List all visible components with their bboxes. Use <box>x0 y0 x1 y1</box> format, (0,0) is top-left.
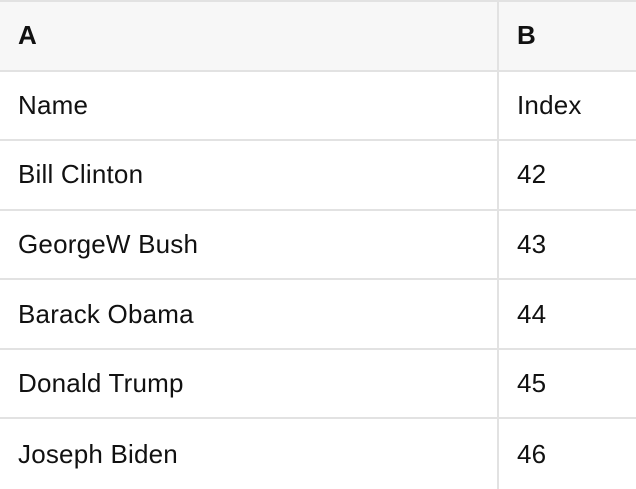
table-row: Donald Trump 45 <box>0 349 636 420</box>
cell-index[interactable]: 45 <box>517 368 547 399</box>
column-header-b[interactable]: B <box>517 20 536 51</box>
column-header-a[interactable]: A <box>0 2 499 70</box>
table-row: Bill Clinton 42 <box>0 141 636 211</box>
table-row: Joseph Biden 46 <box>0 419 636 489</box>
cell-name[interactable]: Bill Clinton <box>0 141 499 209</box>
cell-name[interactable]: Donald Trump <box>0 349 499 418</box>
table-row: GeorgeW Bush 43 <box>0 210 636 281</box>
column-header-row: A B <box>0 2 636 72</box>
cell-index[interactable]: 46 <box>517 438 547 469</box>
cell-name[interactable]: GeorgeW Bush <box>0 210 499 279</box>
cell-index[interactable]: 43 <box>517 228 547 259</box>
cell-name-label[interactable]: Name <box>0 71 499 140</box>
cell-name[interactable]: Barack Obama <box>0 280 499 348</box>
table-row: Barack Obama 44 <box>0 280 636 350</box>
field-label-row: Name Index <box>0 71 636 142</box>
cell-index[interactable]: 42 <box>517 159 547 190</box>
cell-index-label[interactable]: Index <box>517 89 582 120</box>
cell-name[interactable]: Joseph Biden <box>0 419 499 489</box>
cell-index[interactable]: 44 <box>517 298 547 329</box>
